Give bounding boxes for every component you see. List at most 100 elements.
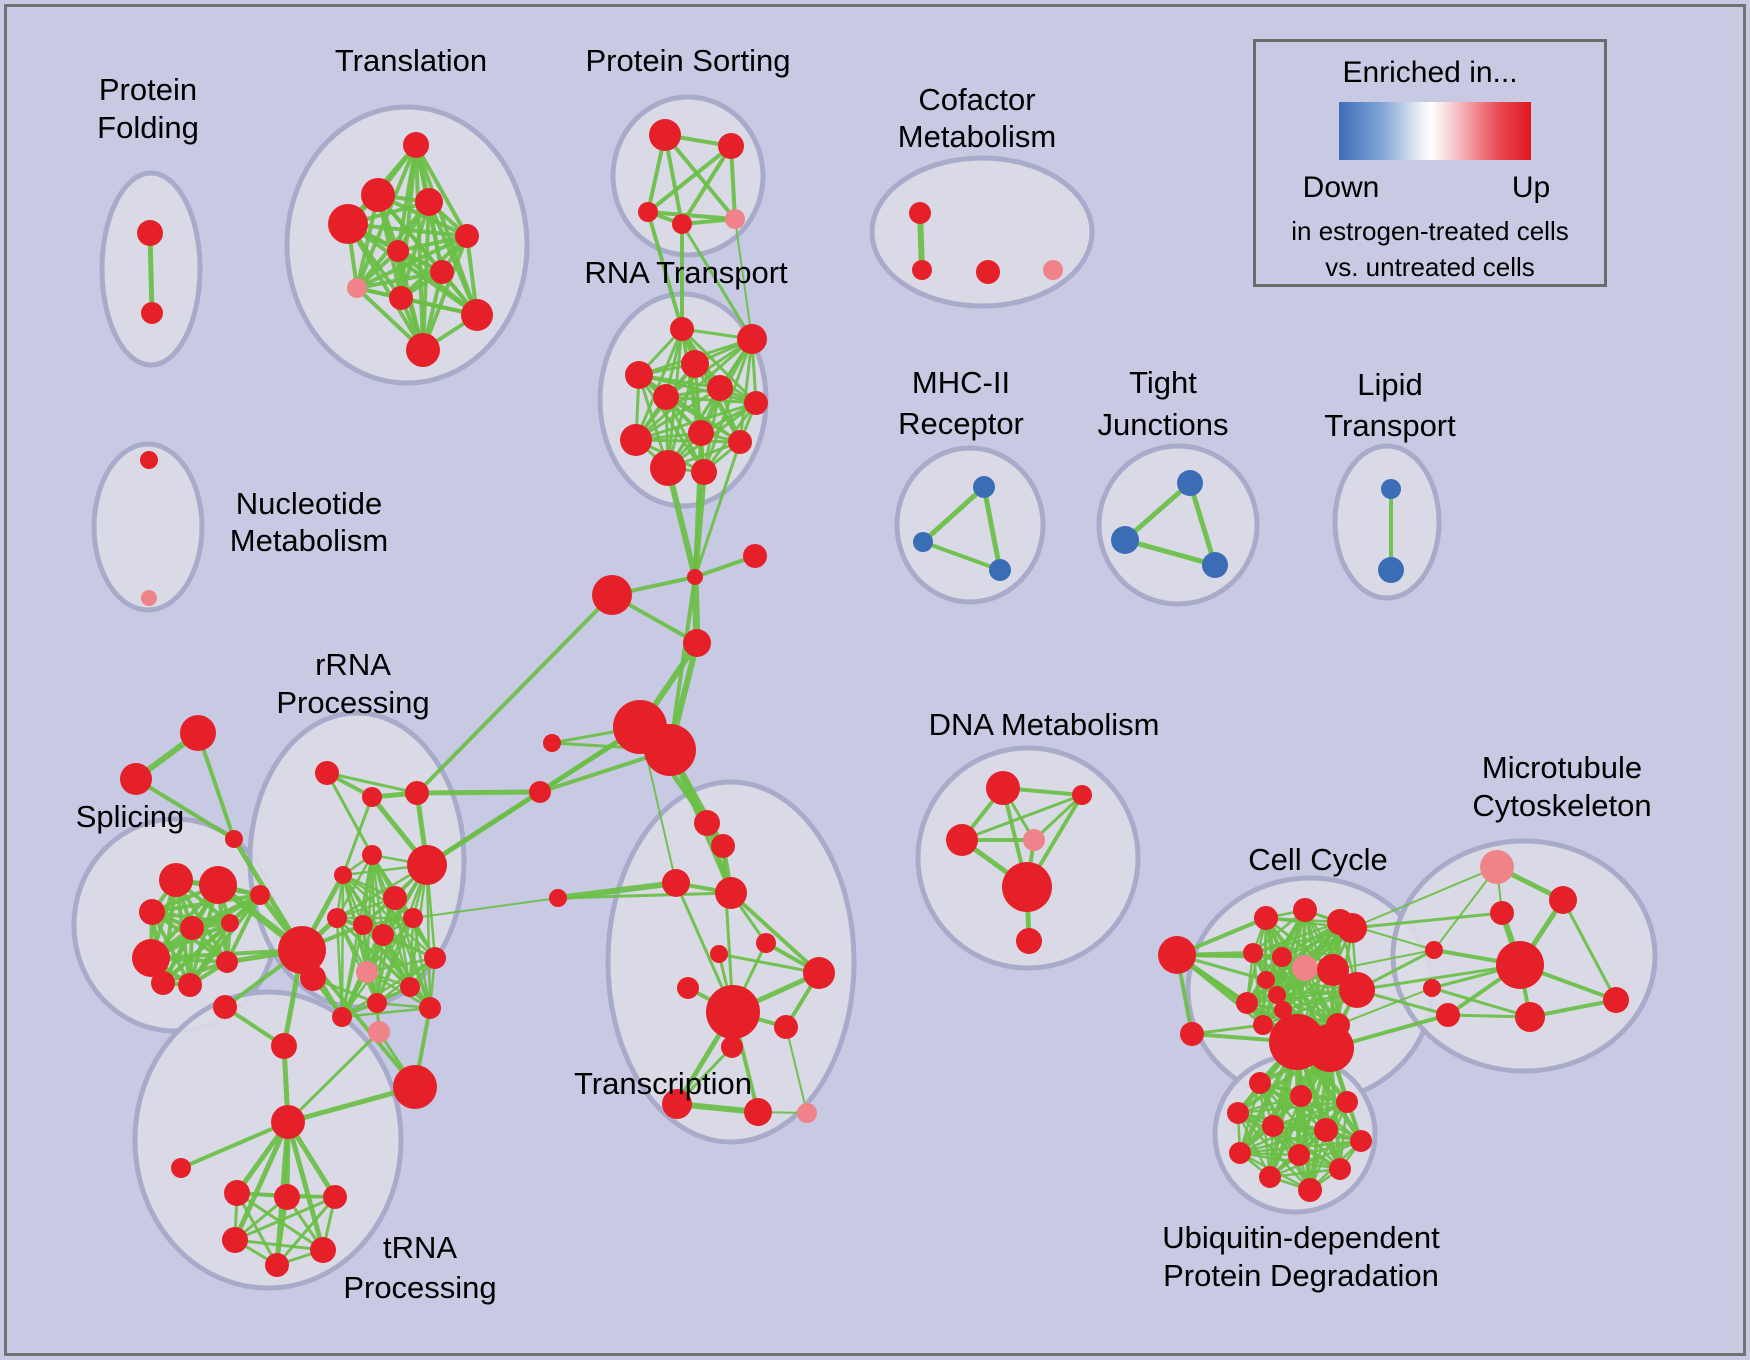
cluster-rna-transport-label: RNA Transport [584, 255, 788, 290]
node-r16 [332, 1007, 352, 1027]
node-mt5 [1423, 979, 1441, 997]
cluster-dna-metabolism-label-line1: DNA Metabolism [929, 707, 1160, 742]
edge-cc6-mt1 [1351, 866, 1498, 929]
edge-rt11-ch1 [665, 465, 698, 580]
node-tl9 [389, 286, 413, 310]
node-ub4 [1227, 1102, 1249, 1124]
edge-ub6-ub8 [1238, 1128, 1328, 1155]
node-tl3 [415, 188, 443, 216]
edge-cn2-tr4 [556, 891, 733, 900]
node-tr6 [710, 945, 728, 963]
node-rt2 [737, 324, 767, 354]
node-ch6 [644, 724, 696, 776]
node-s11 [250, 885, 270, 905]
node-tn5 [323, 1185, 347, 1209]
node-tr9 [706, 985, 760, 1039]
cluster-cell-cycle-label-line1: Cell Cycle [1248, 842, 1388, 877]
cluster-nucleotide-metabolism-label-line1: Nucleotide [236, 486, 382, 521]
node-cc8 [1272, 947, 1292, 967]
node-s9 [216, 951, 238, 973]
cluster-protein-folding-label-line1: Protein [99, 72, 197, 107]
edge-ps2-ps3 [646, 144, 733, 214]
edge-tr10-tr14 [785, 1026, 808, 1114]
node-mt6 [1436, 1003, 1460, 1027]
node-rt4 [625, 361, 653, 389]
node-nc2 [141, 590, 157, 606]
node-pf2 [141, 302, 163, 324]
node-rt7 [744, 391, 768, 415]
node-tr1 [694, 810, 720, 836]
cluster-splicing-label: Splicing [76, 799, 185, 834]
edge-tj1-tj2 [1122, 480, 1193, 543]
node-cf3 [976, 260, 1000, 284]
node-cc9 [1292, 955, 1318, 981]
edge-mh1-mh3 [981, 484, 1003, 573]
node-pf1 [137, 220, 163, 246]
node-tr3 [662, 869, 690, 897]
node-ch3 [592, 575, 632, 615]
node-rt11 [650, 450, 686, 486]
cluster-lipid-transport-label-line2: Transport [1324, 408, 1456, 443]
node-s8 [178, 973, 202, 997]
cluster-ubiquitin-degradation-label-line2: Protein Degradation [1163, 1258, 1439, 1293]
edge-cc7-cc18 [1251, 951, 1340, 1027]
node-cc6 [1337, 913, 1367, 943]
node-nc1 [140, 451, 158, 469]
legend-down-label: Down [1302, 171, 1380, 204]
node-ps2 [718, 133, 744, 159]
node-mt2 [1549, 886, 1577, 914]
edge-mt2-mt9 [1561, 898, 1618, 1002]
node-cc10 [1317, 954, 1349, 986]
legend-caption-line2: vs. untreated cells [1325, 252, 1535, 282]
node-tr13 [744, 1098, 772, 1126]
node-tn6 [222, 1227, 248, 1253]
node-r11 [403, 908, 423, 928]
edge-rt2-rt6 [664, 337, 754, 399]
edge-s6-s11 [190, 893, 262, 930]
node-tr4 [715, 877, 747, 909]
legend-title: Enriched in... [1342, 56, 1518, 89]
edge-r11-cn2 [412, 897, 559, 919]
node-H1b [300, 965, 326, 991]
cluster-protein-sorting-label-line1: Protein Sorting [585, 43, 790, 78]
node-tl6 [387, 240, 409, 262]
node-ch4 [683, 629, 711, 657]
edge-ps3-ps5 [646, 210, 737, 221]
node-dm4 [1023, 829, 1045, 851]
edge-tl4-tl11 [346, 222, 425, 352]
node-ub1 [1249, 1072, 1271, 1094]
node-cc12 [1268, 986, 1286, 1004]
node-cc2 [1180, 1022, 1204, 1046]
node-r4 [334, 866, 352, 884]
node-cc14 [1274, 1001, 1292, 1019]
edge-r2-r4 [341, 795, 374, 877]
node-tj2 [1111, 526, 1139, 554]
node-dm1 [986, 771, 1020, 805]
node-ch7 [543, 734, 561, 752]
node-tr7 [803, 957, 835, 989]
node-ub5 [1262, 1115, 1284, 1137]
node-cc3 [1254, 906, 1278, 930]
edge-p1-r15 [365, 970, 432, 1010]
node-r14 [367, 993, 387, 1013]
cluster-rna-transport-label-line1: RNA Transport [584, 255, 788, 290]
node-rt1 [670, 317, 694, 341]
node-mt4 [1425, 941, 1443, 959]
cluster-cofactor-metabolism-ellipse [869, 155, 1095, 309]
node-rt3 [681, 350, 709, 378]
node-tj1 [1177, 470, 1203, 496]
edge-ps2-ps4 [680, 144, 733, 226]
edge-r5-r8 [335, 853, 374, 920]
edge-tl1-tl5 [414, 143, 469, 238]
node-tl10 [461, 299, 493, 331]
node-r6 [407, 845, 447, 885]
cluster-mhc-ii-receptor-label-line2: Receptor [898, 406, 1024, 441]
legend-caption-line1: in estrogen-treated cells [1291, 216, 1569, 246]
edge-cc13-cc19 [1245, 988, 1359, 1005]
edge-dm2-dm3 [960, 793, 1084, 842]
edge-mt5-mt8 [1430, 986, 1532, 1019]
node-ub8 [1229, 1142, 1251, 1164]
